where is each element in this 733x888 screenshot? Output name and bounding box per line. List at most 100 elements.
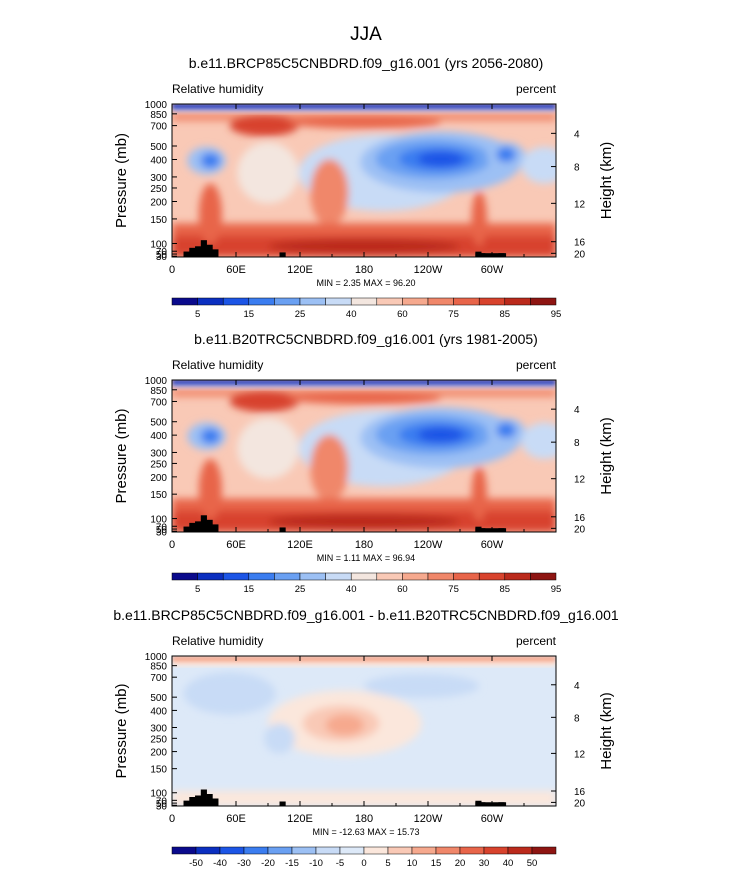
- x-tick-label: 60W: [481, 264, 504, 276]
- field: [172, 380, 556, 532]
- land-mask: [183, 515, 507, 532]
- colorbar: -50 -40 -30 -20 -15 -10 -5 0 5 10 15 20 30 40 50: [171, 846, 557, 869]
- pressure-tick-label: 700: [150, 673, 167, 684]
- land-mask: [183, 240, 507, 257]
- colorbar-label: 0: [361, 858, 366, 869]
- colorbar-swatch: [197, 297, 224, 306]
- pressure-tick-label: 70: [156, 522, 168, 533]
- field: [172, 104, 556, 257]
- units-label: percent: [516, 634, 557, 648]
- pressure-tick-label: 500: [150, 142, 167, 153]
- pressure-tick-label: 150: [150, 490, 167, 501]
- height-tick-label: 12: [574, 749, 586, 760]
- height-tick-label: 4: [574, 405, 580, 416]
- colorbar-label: 5: [195, 584, 200, 595]
- pressure-tick-label: 500: [150, 693, 167, 704]
- colorbar-label: 85: [500, 584, 511, 595]
- pressure-tick-label: 400: [150, 431, 167, 442]
- x-tick-label: 0: [169, 813, 175, 825]
- panel-2: b.e11.B20TRC5CNBDRD.f09_g16.001 (yrs 198…: [113, 331, 615, 595]
- figure-title: JJA: [350, 24, 382, 45]
- colorbar-label: 30: [479, 858, 490, 869]
- colorbar-swatch: [504, 572, 531, 581]
- colorbar-swatch: [531, 846, 557, 855]
- y-axis-title: Pressure (mb): [113, 683, 130, 778]
- pressure-tick-label: 150: [150, 765, 167, 776]
- colorbar-swatch: [530, 297, 557, 306]
- pressure-tick-label: 30: [156, 801, 168, 812]
- colorbar-swatch: [411, 846, 437, 855]
- units-label: percent: [516, 82, 557, 96]
- colorbar-label: -5: [336, 858, 344, 869]
- colorbar-label: 15: [244, 309, 255, 320]
- panel-title: b.e11.BRCP85C5CNBDRD.f09_g16.001 (yrs 20…: [189, 55, 544, 71]
- colorbar-swatch: [339, 846, 365, 855]
- colorbar-swatch: [483, 846, 509, 855]
- colorbar-swatch: [387, 846, 413, 855]
- pressure-tick-label: 250: [150, 184, 167, 195]
- x-tick-label: 60E: [226, 813, 246, 825]
- pressure-tick-label: 50: [156, 799, 168, 810]
- colorbar-label: -20: [261, 858, 275, 869]
- pressure-tick-label: 200: [150, 748, 167, 759]
- colorbar-label: 15: [431, 858, 442, 869]
- pressure-tick-label: 1000: [145, 652, 168, 663]
- colorbar-swatch: [453, 297, 480, 306]
- colorbar-swatch: [248, 572, 275, 581]
- colorbar-swatch: [427, 297, 454, 306]
- difference-blobs: [172, 672, 556, 806]
- pressure-tick-label: 300: [150, 173, 167, 184]
- x-tick-label: 60E: [226, 264, 246, 276]
- pressure-tick-label: 250: [150, 459, 167, 470]
- y-axis-title: Pressure (mb): [113, 408, 130, 503]
- colorbar-label: 40: [346, 584, 357, 595]
- colorbar-swatch: [325, 297, 352, 306]
- colorbar-swatch: [478, 572, 506, 581]
- colorbar-swatch: [274, 297, 301, 306]
- colorbar-label: -10: [309, 858, 323, 869]
- colorbar-label: 20: [455, 858, 466, 869]
- pressure-tick-label: 700: [150, 122, 167, 133]
- x-tick-label: 180: [355, 264, 373, 276]
- colorbar-label: -40: [213, 858, 227, 869]
- pressure-tick-label: 1000: [145, 100, 168, 111]
- panel-1: b.e11.BRCP85C5CNBDRD.f09_g16.001 (yrs 20…: [113, 55, 615, 320]
- min-max-stats: MIN = -12.63 MAX = 15.73: [312, 827, 419, 837]
- x-tick-label: 120W: [414, 539, 443, 551]
- colorbar-swatch: [243, 846, 269, 855]
- variable-label: Relative humidity: [172, 358, 263, 372]
- x-tick-label: 120W: [414, 264, 443, 276]
- colorbar-label: -30: [237, 858, 251, 869]
- colorbar-swatch: [325, 572, 352, 581]
- x-tick-label: 180: [355, 813, 373, 825]
- colorbar-swatch: [504, 297, 531, 306]
- height-tick-label: 8: [574, 713, 580, 724]
- colorbar-swatch: [219, 846, 245, 855]
- min-max-stats: MIN = 2.35 MAX = 96.20: [316, 278, 415, 288]
- x-tick-label: 180: [355, 539, 373, 551]
- pressure-tick-label: 50: [156, 525, 168, 536]
- colorbar-swatch: [195, 846, 221, 855]
- colorbar-label: 60: [397, 309, 408, 320]
- colorbar-label: 40: [346, 309, 357, 320]
- colorbar-label: -15: [285, 858, 299, 869]
- pressure-tick-label: 1000: [145, 376, 168, 387]
- variable-label: Relative humidity: [172, 82, 263, 96]
- height-tick-label: 16: [574, 513, 586, 524]
- pressure-tick-label: 250: [150, 734, 167, 745]
- colorbar-swatch: [350, 572, 378, 581]
- y2-axis-title: Height (km): [598, 417, 615, 495]
- colorbar-label: 5: [385, 858, 390, 869]
- x-tick-label: 60W: [481, 539, 504, 551]
- panel-title: b.e11.B20TRC5CNBDRD.f09_g16.001 (yrs 198…: [194, 331, 538, 347]
- colorbar-swatch: [478, 297, 506, 306]
- colorbar-label: 25: [295, 309, 306, 320]
- x-tick-label: 0: [169, 539, 175, 551]
- pressure-tick-label: 300: [150, 724, 167, 735]
- height-tick-label: 20: [574, 249, 586, 260]
- colorbar-label: 5: [195, 309, 200, 320]
- x-tick-label: 60E: [226, 539, 246, 551]
- colorbar-swatch: [459, 846, 485, 855]
- colorbar: 5 15 25 40 60 75 85 95: [171, 297, 561, 320]
